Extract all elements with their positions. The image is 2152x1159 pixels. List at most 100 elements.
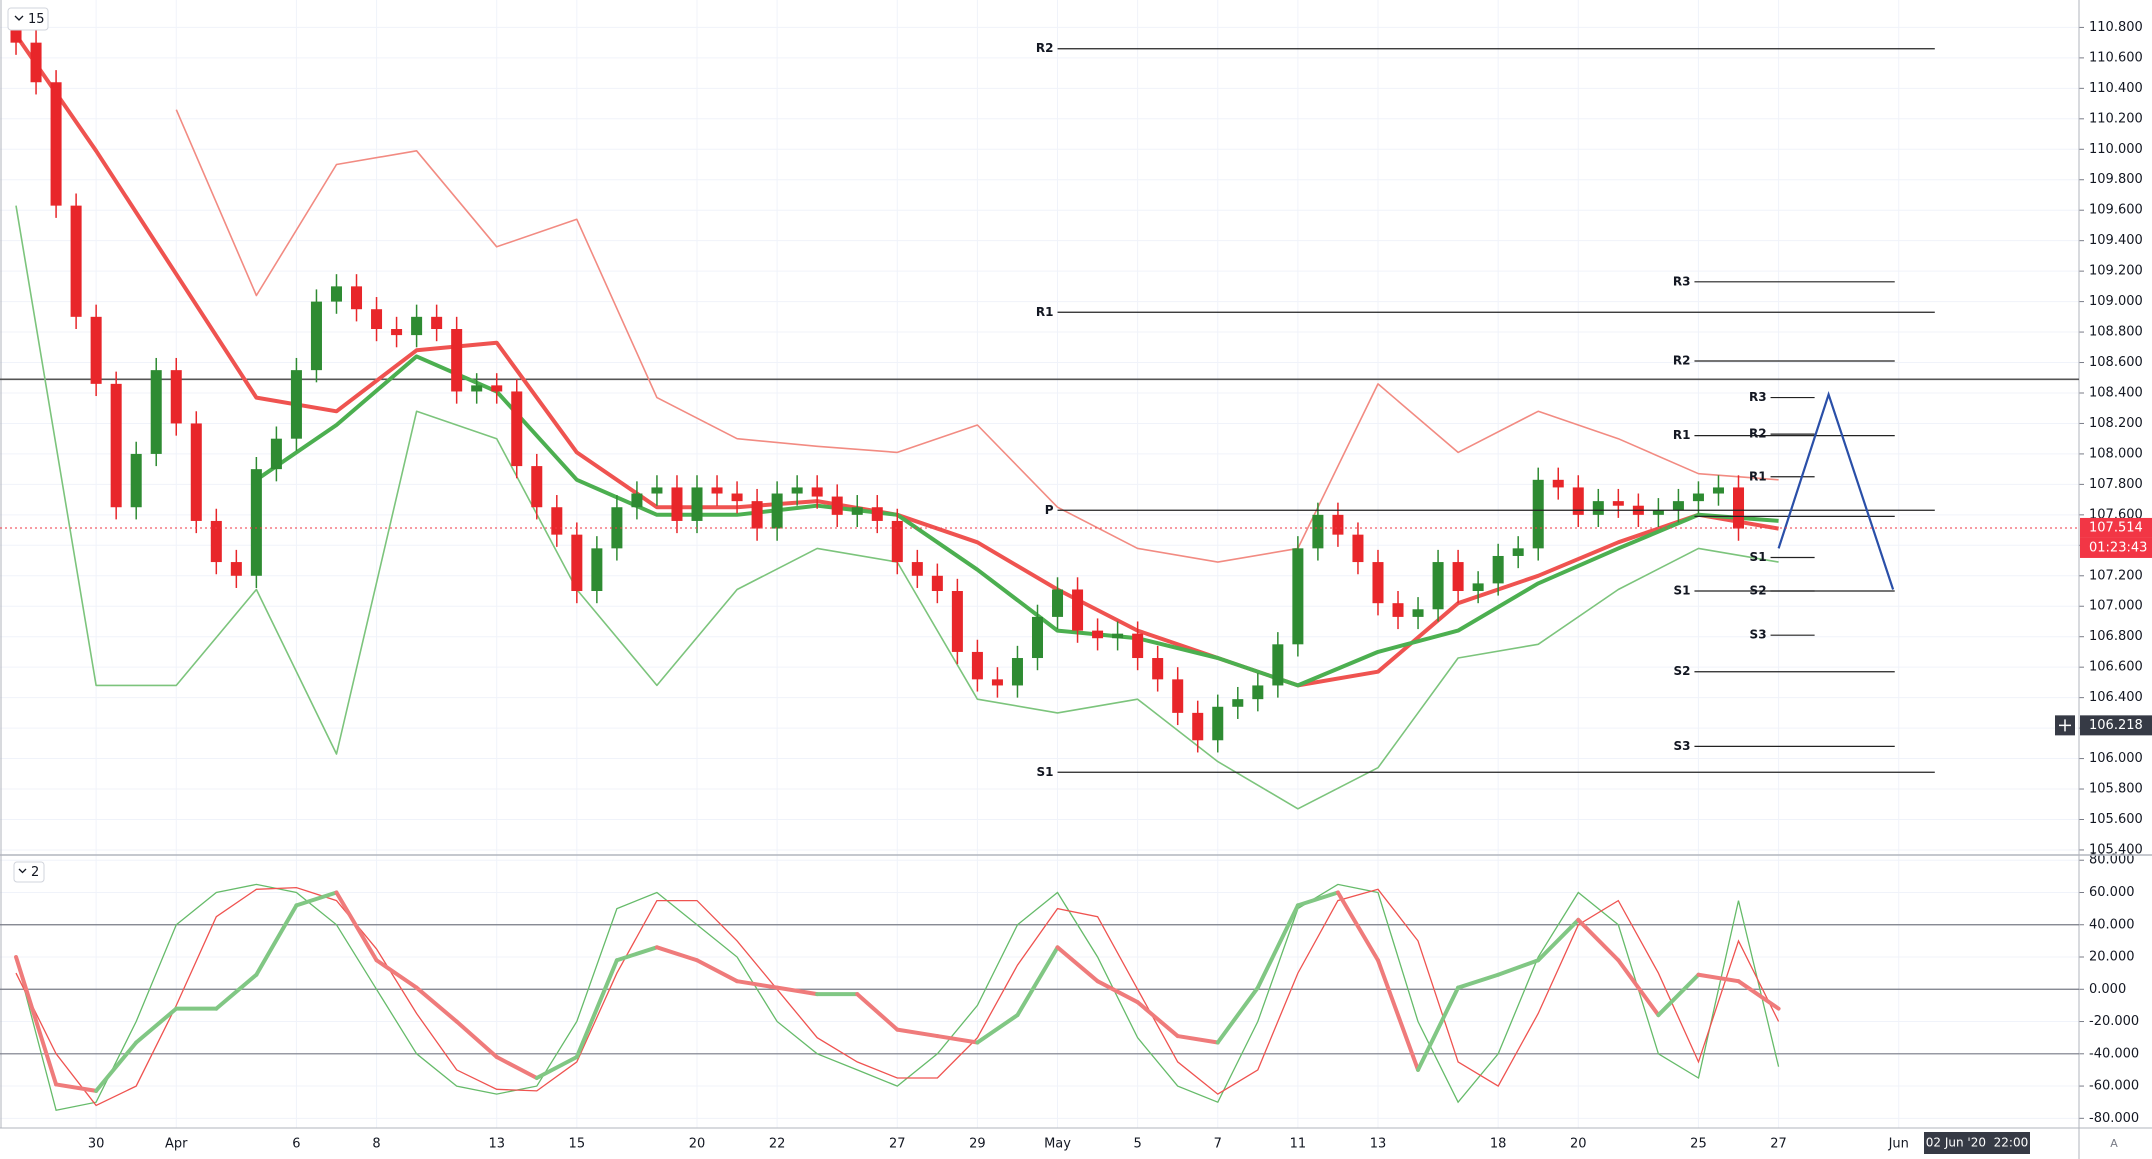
candle-body	[951, 591, 963, 652]
osc-thick-segment	[975, 1013, 1020, 1045]
candle-body	[971, 651, 983, 680]
y-tick-label: 108.400	[2089, 385, 2143, 400]
candle-body	[411, 316, 423, 336]
candle-body	[1292, 548, 1304, 645]
candle-body	[871, 507, 883, 521]
candle-body	[791, 487, 803, 494]
candle-body	[1733, 487, 1745, 529]
y-tick-label: 105.400	[2089, 842, 2143, 857]
pivot-label: S2	[1750, 584, 1767, 598]
chevron-icon	[14, 15, 24, 21]
candle-body	[1352, 534, 1364, 563]
osc-tick-label: 0.000	[2089, 982, 2126, 997]
candle-body	[531, 466, 543, 508]
osc-thick-segment	[14, 955, 59, 1087]
pivot-label: S1	[1037, 765, 1054, 779]
candle-body	[190, 423, 202, 521]
x-tick-label: 20	[1570, 1137, 1587, 1152]
osc-thick-segment	[1095, 979, 1140, 1005]
candle-body	[30, 42, 42, 83]
y-tick-label: 107.200	[2089, 568, 2143, 583]
osc-thick-segment	[1456, 972, 1501, 990]
candle-body	[1172, 679, 1184, 713]
plus-icon	[2059, 719, 2071, 732]
candle-body	[451, 329, 463, 392]
osc-tick-label: -40.000	[2089, 1046, 2139, 1061]
candle-body	[431, 316, 443, 330]
osc-thick-segment	[1335, 890, 1380, 963]
osc-thick-segment	[1375, 958, 1421, 1072]
y-tick-label: 105.800	[2089, 782, 2143, 797]
y-tick-label: 107.800	[2089, 477, 2143, 492]
candle-body	[811, 487, 823, 497]
candle-body	[130, 453, 142, 508]
candle-body	[731, 493, 743, 502]
candle-body	[1152, 658, 1164, 680]
candle-body	[90, 316, 102, 384]
candle-body	[10, 27, 22, 43]
candle-body	[150, 370, 162, 454]
osc-thick-segment	[494, 1055, 539, 1080]
candle-body	[351, 286, 363, 310]
osc-thick-segment	[1295, 890, 1340, 908]
price-label: 107.514	[2089, 520, 2143, 535]
indicator-toggle[interactable]	[13, 861, 45, 883]
candle-body	[831, 496, 843, 515]
x-tick-label: 6	[292, 1137, 300, 1152]
candle-body	[851, 507, 863, 515]
candle-body	[1552, 479, 1564, 488]
pivot-label: R2	[1749, 427, 1767, 441]
candle-body	[591, 548, 603, 592]
pivot-label: R1	[1749, 469, 1767, 483]
osc-thick-segment	[54, 1082, 99, 1093]
candle-body	[330, 286, 342, 302]
y-tick-label: 110.200	[2089, 111, 2143, 126]
x-tick-label: 11	[1290, 1137, 1307, 1152]
osc-thick-segment	[895, 1027, 940, 1039]
osc-thick-segment	[935, 1034, 980, 1045]
x-tick-label: 13	[488, 1137, 505, 1152]
y-tick-label: 110.000	[2089, 142, 2143, 157]
candle-body	[1312, 514, 1324, 549]
candle-body	[1052, 589, 1064, 617]
candle-body	[391, 329, 403, 336]
candle-body	[991, 679, 1003, 686]
candle-body	[230, 562, 242, 576]
y-tick-label: 110.600	[2089, 50, 2143, 65]
pivot-label: P	[1045, 503, 1054, 517]
x-tick-label: 18	[1490, 1137, 1507, 1152]
crosshair-price-label: 106.218	[2089, 718, 2143, 733]
candle-body	[210, 520, 222, 563]
y-tick-label: 106.800	[2089, 629, 2143, 644]
osc-tick-label: -20.000	[2089, 1014, 2139, 1029]
osc-thick-segment	[294, 890, 339, 908]
scale-mode-button[interactable]	[2104, 1134, 2124, 1154]
osc-thick-segment	[1135, 1000, 1180, 1039]
x-tick-label: 29	[969, 1137, 986, 1152]
candle-body	[1452, 562, 1464, 592]
indicator-toggle[interactable]	[7, 7, 49, 31]
y-tick-label: 109.000	[2089, 294, 2143, 309]
scale-mode-label[interactable]: A	[2110, 1137, 2118, 1150]
countdown-label: 01:23:43	[2089, 540, 2147, 555]
candle-body	[250, 469, 262, 576]
osc-tick-label: -60.000	[2089, 1079, 2139, 1094]
osc-thick-segment	[1536, 917, 1581, 963]
trend-drawing	[1777, 390, 1895, 590]
y-tick-label: 110.400	[2089, 81, 2143, 96]
osc-thick-segment	[1416, 985, 1461, 1072]
candle-body	[1412, 609, 1424, 617]
x-tick-label: May	[1044, 1137, 1071, 1152]
candle-body	[891, 520, 903, 563]
pivot-label: S3	[1673, 739, 1690, 753]
osc-thick-segment	[855, 992, 900, 1032]
candle-body	[1252, 685, 1264, 700]
candle-body	[571, 534, 583, 592]
osc-thick-segment	[574, 958, 619, 1060]
candle-body	[1532, 479, 1544, 549]
y-tick-label: 106.600	[2089, 660, 2143, 675]
countdown-box	[2080, 537, 2152, 558]
pivot-label: R2	[1673, 354, 1691, 368]
